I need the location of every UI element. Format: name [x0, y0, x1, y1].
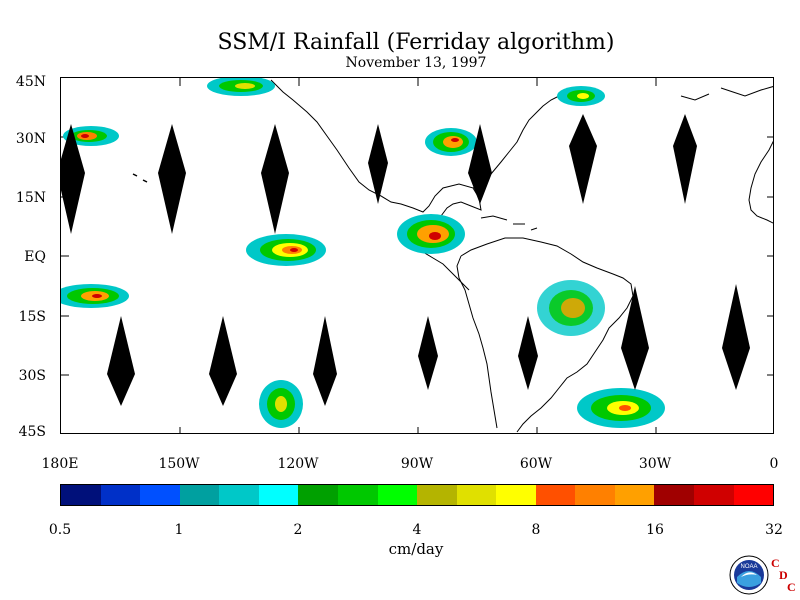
- rain-patch-north-pacific-top: [207, 78, 275, 96]
- orbit-gap-north-2: [158, 124, 186, 234]
- orbit-gaps: [61, 114, 750, 406]
- rain-patch-north-pacific-west: [63, 126, 119, 146]
- coastline-caribbean: [480, 215, 538, 231]
- legend-swatch-6: [298, 485, 338, 505]
- lat-label-15n: 15N: [15, 190, 46, 206]
- coastline-south-america: [456, 237, 634, 433]
- orbit-gap-north-1: [61, 124, 85, 234]
- rain-patch-amazon: [537, 280, 605, 336]
- cdc-letter-c1: C: [771, 556, 780, 570]
- lon-label-30w: 30W: [638, 456, 672, 472]
- legend-tick-4: 4: [412, 522, 422, 538]
- rainfall-map: [60, 77, 774, 434]
- noaa-logo-text: NOAA: [740, 564, 757, 570]
- orbit-gap-north-7: [673, 114, 697, 204]
- orbit-gap-north-4: [368, 124, 388, 204]
- legend-tick-1: 1: [174, 522, 184, 538]
- cdc-logo: C D C: [769, 556, 799, 596]
- lon-label-60w: 60W: [519, 456, 553, 472]
- lat-label-eq: EQ: [24, 249, 46, 265]
- orbit-gap-south-2: [209, 316, 237, 406]
- legend-swatch-0: [61, 485, 101, 505]
- rain-patch-south-pacific: [259, 380, 303, 428]
- legend-swatch-3: [179, 485, 220, 505]
- orbit-gap-south-3: [313, 316, 337, 406]
- lat-label-30n: 30N: [15, 131, 46, 147]
- legend-swatch-11: [496, 485, 536, 505]
- orbit-gap-north-5: [468, 124, 492, 204]
- map-tick-marks: [61, 78, 773, 433]
- rain-patch-north-atlantic: [557, 86, 605, 106]
- rain-patch-west-pacific-south: [61, 284, 129, 308]
- orbit-gap-north-6: [569, 114, 597, 204]
- coastline-north-atlantic: [680, 86, 773, 101]
- legend-swatch-14: [614, 485, 655, 505]
- cdc-letter-c2: C: [787, 580, 796, 594]
- legend-swatch-12: [535, 485, 576, 505]
- orbit-gap-south-6: [621, 286, 649, 390]
- rain-patch-eastern-pacific-itcz: [397, 214, 465, 254]
- lon-label-180e: 180E: [41, 456, 79, 472]
- lat-label-45n: 45N: [15, 74, 46, 90]
- legend-swatch-17: [733, 485, 774, 505]
- lat-label-45s: 45S: [18, 424, 46, 440]
- legend-swatch-2: [140, 485, 180, 505]
- lon-label-150w: 150W: [158, 456, 200, 472]
- lon-label-120w: 120W: [277, 456, 319, 472]
- rain-patch-central-pacific-itcz: [246, 234, 326, 266]
- legend-swatch-16: [694, 485, 734, 505]
- legend-swatch-7: [337, 485, 378, 505]
- orbit-gap-south-1: [107, 316, 135, 406]
- legend-swatch-5: [258, 485, 299, 505]
- lat-label-30s: 30S: [18, 368, 46, 384]
- legend-units: cm/day: [388, 540, 444, 558]
- legend-tick-32: 32: [765, 522, 783, 538]
- lat-label-15s: 15S: [18, 309, 46, 325]
- legend-tick-0-5: 0.5: [48, 522, 72, 538]
- lon-label-90w: 90W: [400, 456, 434, 472]
- rain-patch-gulf-of-mexico: [425, 128, 477, 156]
- rainfall-patches: [61, 78, 665, 428]
- coastline-hawaii: [132, 173, 148, 183]
- legend-tick-16: 16: [646, 522, 664, 538]
- legend-swatch-4: [219, 485, 259, 505]
- legend-swatch-9: [417, 485, 457, 505]
- color-legend: [60, 484, 774, 506]
- legend-tick-2: 2: [293, 522, 303, 538]
- legend-tick-8: 8: [531, 522, 541, 538]
- orbit-gap-south-7: [722, 284, 750, 390]
- legend-swatch-15: [654, 485, 694, 505]
- legend-swatch-8: [377, 485, 418, 505]
- map-title: SSM/I Rainfall (Ferriday algorithm): [217, 30, 615, 55]
- rain-patch-south-atlantic: [577, 388, 665, 428]
- orbit-gap-south-5: [518, 316, 538, 390]
- noaa-logo: NOAA: [729, 555, 769, 595]
- legend-swatch-1: [100, 485, 141, 505]
- cdc-letter-d: D: [779, 568, 788, 582]
- coastline-africa: [748, 140, 773, 224]
- map-date: November 13, 1997: [345, 55, 487, 71]
- lon-label-0: 0: [769, 456, 779, 472]
- legend-swatch-13: [575, 485, 615, 505]
- legend-swatch-10: [456, 485, 497, 505]
- orbit-gap-south-4: [418, 316, 438, 390]
- orbit-gap-north-3: [261, 124, 289, 234]
